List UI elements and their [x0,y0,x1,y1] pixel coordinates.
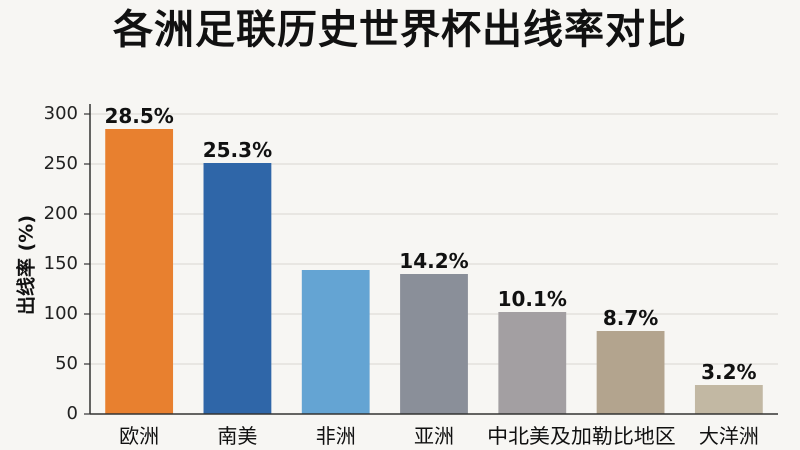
y-axis-label: 出线率 (%) [15,215,38,315]
bar [498,312,567,414]
x-tick-label: 亚洲 [414,424,454,448]
chart-title: 各洲足联历史世界杯出线率对比 [113,7,687,53]
x-tick-label: 非洲 [316,424,356,448]
bar [596,331,665,414]
y-tick-label: 200 [44,203,78,224]
y-tick-label: 0 [67,403,78,424]
y-tick-label: 50 [55,353,78,374]
bar [400,274,468,414]
y-tick-label: 150 [44,253,78,274]
x-tick-label: 中北美及加勒比地区 [487,424,676,448]
data-label: 8.7% [603,306,658,330]
y-tick-label: 250 [44,153,78,174]
data-label: 3.2% [701,360,756,384]
bar [105,129,174,414]
x-tick-label: 大洋洲 [699,424,759,448]
data-label: 25.3% [203,138,272,162]
y-tick-label: 300 [44,103,78,124]
data-label: 28.5% [104,104,173,128]
labels: 28.5% 25.3% 14.2% 10.1% 8.7% 3.2% 欧洲 南美 非洲 亚洲 中北美及… [104,104,758,448]
x-tick-label: 欧洲 [119,424,159,448]
y-tick-label: 100 [44,303,78,324]
bar [694,385,763,414]
axes: 0 50 100 150 200 250 300 [44,103,778,424]
bars [105,129,763,414]
bar [301,270,370,414]
bar [203,163,272,414]
data-label: 10.1% [498,287,567,311]
x-tick-label: 南美 [217,424,257,448]
data-label: 14.2% [399,249,468,273]
